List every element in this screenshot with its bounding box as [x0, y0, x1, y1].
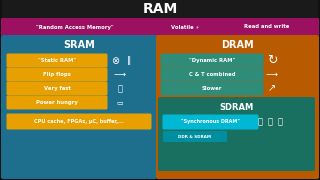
FancyBboxPatch shape: [161, 82, 263, 96]
Text: ↗: ↗: [268, 84, 276, 93]
FancyBboxPatch shape: [163, 131, 227, 142]
Text: ⏱: ⏱: [268, 118, 273, 127]
Text: Read and write: Read and write: [244, 24, 290, 30]
Text: "Dynamic RAM": "Dynamic RAM": [189, 58, 235, 63]
Text: "Random Access Memory": "Random Access Memory": [36, 24, 114, 30]
FancyBboxPatch shape: [6, 96, 108, 109]
Text: Power hungry: Power hungry: [36, 100, 78, 105]
Text: Flip flops: Flip flops: [43, 72, 71, 77]
Text: Slower: Slower: [202, 86, 222, 91]
FancyBboxPatch shape: [6, 53, 108, 68]
Text: ↻: ↻: [267, 54, 277, 67]
FancyBboxPatch shape: [163, 114, 259, 129]
Text: SDRAM: SDRAM: [220, 102, 254, 111]
Text: DRAM: DRAM: [221, 40, 254, 50]
FancyBboxPatch shape: [6, 68, 108, 82]
FancyBboxPatch shape: [1, 35, 157, 179]
FancyBboxPatch shape: [158, 97, 315, 171]
Text: ▭: ▭: [117, 100, 123, 105]
Text: "Synchronous DRAM": "Synchronous DRAM": [181, 120, 240, 125]
Text: ⟶: ⟶: [114, 70, 126, 79]
Text: ⏱: ⏱: [258, 118, 262, 127]
Text: CPU cache, FPGAs, µC, buffer,...: CPU cache, FPGAs, µC, buffer,...: [34, 119, 124, 124]
FancyBboxPatch shape: [1, 18, 319, 36]
FancyBboxPatch shape: [161, 53, 263, 68]
FancyBboxPatch shape: [6, 82, 108, 96]
Text: ⏱: ⏱: [117, 84, 123, 93]
Text: ⊗: ⊗: [111, 55, 119, 66]
Text: Very fast: Very fast: [44, 86, 70, 91]
Text: ⏱: ⏱: [277, 118, 283, 127]
Text: "Static RAM": "Static RAM": [38, 58, 76, 63]
Text: ⟶: ⟶: [266, 70, 278, 79]
FancyBboxPatch shape: [6, 114, 151, 129]
FancyBboxPatch shape: [156, 35, 319, 179]
Text: C & T combined: C & T combined: [189, 72, 235, 77]
Text: ‖: ‖: [127, 56, 131, 65]
Text: RAM: RAM: [142, 2, 178, 16]
FancyBboxPatch shape: [2, 0, 318, 18]
Text: Volatile ⚡: Volatile ⚡: [171, 24, 199, 30]
FancyBboxPatch shape: [161, 68, 263, 82]
Text: DDR & SDRAM: DDR & SDRAM: [179, 134, 212, 138]
Text: SRAM: SRAM: [63, 40, 95, 50]
